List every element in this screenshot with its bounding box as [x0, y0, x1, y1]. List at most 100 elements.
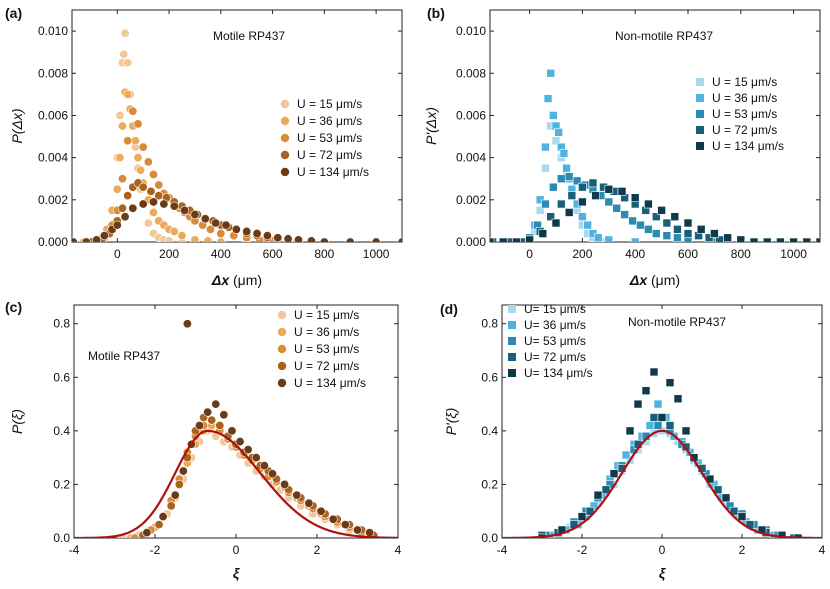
legend-marker	[280, 99, 290, 109]
data-point	[143, 218, 153, 228]
legend-label: U = 36 μm/s	[712, 91, 777, 105]
data-point	[665, 421, 675, 430]
data-point	[195, 421, 205, 431]
x-tick-label: 800	[314, 247, 334, 261]
data-point	[601, 485, 611, 495]
data-point	[138, 199, 148, 209]
x-tick-label: 400	[625, 247, 645, 261]
y-tick-label: 0.000	[38, 235, 68, 249]
data-point	[490, 237, 495, 242]
data-point	[636, 220, 645, 230]
x-tick-label: 1000	[780, 247, 807, 261]
data-point	[543, 94, 553, 103]
panel-annotation: Motile RP437	[213, 29, 285, 43]
data-point	[673, 225, 682, 234]
data-point	[158, 512, 168, 522]
y-axis-label: P'(ξ)	[443, 408, 459, 436]
data-point	[657, 413, 667, 422]
data-point	[673, 394, 683, 404]
data-point	[293, 235, 303, 242]
data-point	[120, 28, 130, 38]
data-point	[683, 229, 693, 238]
data-point	[231, 224, 241, 234]
data-point	[713, 485, 723, 495]
data-point	[200, 214, 210, 224]
x-tick-label: 0	[114, 247, 121, 261]
x-tick-label: 0	[233, 543, 240, 557]
data-point	[306, 236, 316, 242]
y-tick-label: 0.0	[53, 531, 70, 545]
data-point	[182, 319, 192, 329]
legend-marker	[696, 78, 704, 86]
data-point	[166, 501, 176, 511]
panel-annotation: Non-motile RP437	[628, 315, 726, 329]
data-point	[653, 399, 663, 409]
data-point	[662, 231, 672, 240]
x-tick-label: 200	[572, 247, 592, 261]
data-point	[262, 231, 272, 241]
data-point	[546, 68, 556, 78]
x-tick-label: 1000	[363, 247, 390, 261]
data-point	[591, 191, 600, 200]
data-point	[670, 212, 680, 221]
data-point	[159, 199, 169, 209]
data-point	[789, 237, 798, 242]
data-point	[541, 142, 550, 152]
data-point	[578, 212, 587, 221]
data-point	[673, 233, 682, 242]
data-point	[498, 237, 508, 242]
data-point	[154, 180, 164, 190]
data-point	[549, 182, 558, 192]
data-point	[123, 89, 133, 99]
panel-label: (c)	[5, 299, 22, 315]
data-point	[142, 528, 152, 538]
data-point	[567, 191, 577, 200]
data-point	[525, 235, 534, 242]
data-point	[117, 203, 127, 213]
data-point	[721, 493, 731, 503]
y-tick-label: 0.000	[456, 235, 486, 249]
data-point	[72, 237, 78, 242]
panel-d: -4 -2 0 2 4 0.0 0.2 0.4 0.6 0.8 Non-motile RP437 (d…	[440, 301, 826, 581]
data-point	[81, 237, 91, 242]
plot-frame	[73, 304, 399, 539]
data-point	[620, 210, 629, 219]
panel-annotation: Non-motile RP437	[615, 29, 713, 43]
data-point	[535, 206, 545, 215]
fit-curve	[74, 429, 398, 538]
x-tick-label: 400	[211, 247, 231, 261]
data-point	[541, 199, 550, 209]
data-point	[120, 212, 130, 222]
data-point	[117, 174, 127, 184]
data-point	[319, 237, 329, 242]
legend-marker	[280, 133, 290, 143]
data-point	[397, 237, 402, 242]
data-point	[169, 226, 179, 236]
data-point	[683, 218, 693, 228]
panel-c: -4 -2 0 2 4 0.0 0.2 0.4 0.6 0.8 Motile RP437 (c) ξ P(…	[5, 299, 402, 581]
data-point	[541, 163, 550, 173]
data-point	[92, 235, 102, 242]
legend: U = 15 μm/s U = 36 μm/s U = 53 μm/s U = 72 …	[277, 308, 366, 390]
data-point	[123, 58, 133, 68]
legend-marker	[696, 142, 704, 150]
x-tick-label: 200	[159, 247, 179, 261]
data-point	[562, 163, 571, 173]
data-point	[133, 153, 143, 163]
data-point	[549, 111, 558, 120]
y-tick-label: 0.8	[53, 317, 70, 331]
data-point	[169, 201, 179, 211]
data-point	[130, 136, 140, 146]
x-tick-label: 4	[395, 543, 402, 557]
data-point	[815, 237, 820, 242]
panel-label: (d)	[440, 301, 458, 317]
legend-marker	[508, 353, 516, 361]
legend-marker	[280, 167, 290, 177]
data-point	[645, 421, 655, 430]
legend-label: U = 72 μm/s	[297, 148, 362, 162]
data-point	[710, 229, 719, 238]
data-point	[117, 121, 127, 131]
data-point	[216, 229, 226, 239]
data-point	[644, 225, 653, 234]
